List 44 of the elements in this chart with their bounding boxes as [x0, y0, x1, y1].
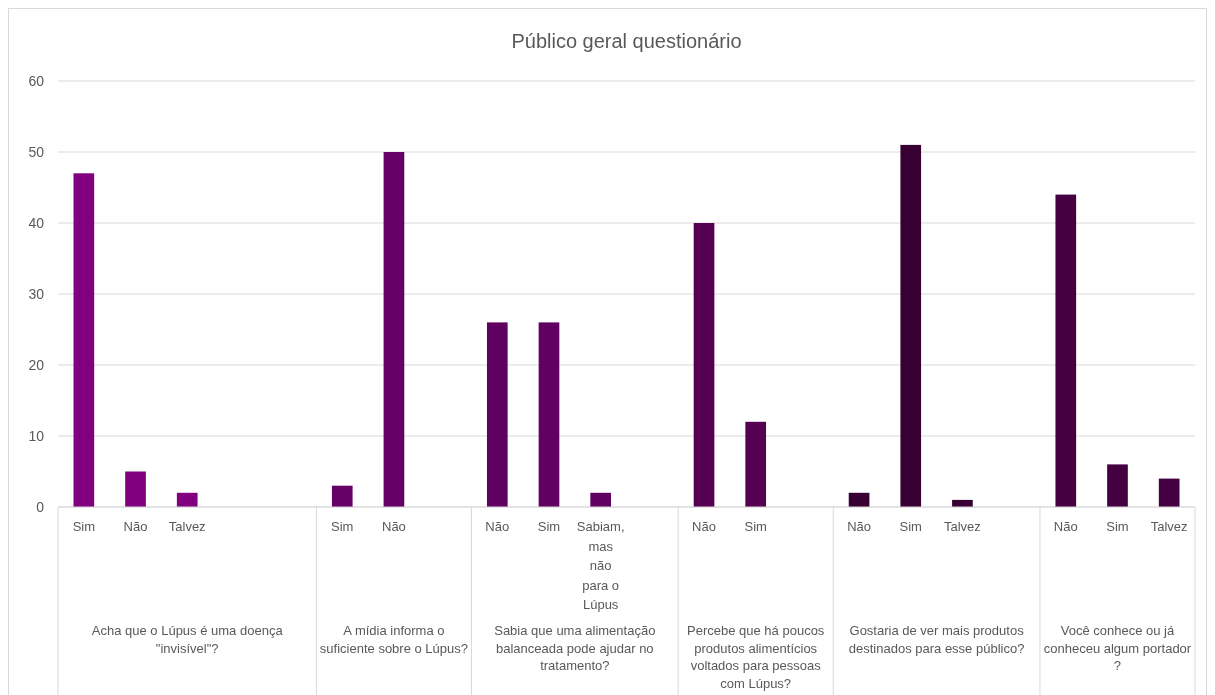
y-tick-label: 50: [28, 144, 45, 160]
text: A mídia informa o suficiente sobre o Lúpus?: [319, 623, 469, 656]
bar: [1055, 194, 1077, 507]
text: Você conhece ou já conheceu algum portador ?: [1043, 623, 1192, 673]
text: Sabia que uma alimentação balanceada pode ajudar no tratamento?: [494, 623, 656, 673]
bar: [590, 492, 611, 507]
bar: [383, 152, 405, 507]
bar: [1107, 464, 1128, 507]
text: Gostaria de ver mais produtos destinados para esse público?: [848, 623, 1025, 656]
chart-title: Público geral questionário: [511, 30, 742, 52]
text: Acha que o Lúpus é uma doença "invisível"?: [91, 623, 284, 656]
x-tick-label: Não: [847, 519, 871, 534]
bar: [693, 223, 715, 507]
y-tick-label: 60: [28, 73, 45, 89]
y-tick-label: 20: [28, 357, 45, 373]
bar: [486, 322, 508, 507]
x-tick-label: Talvez: [944, 519, 981, 534]
x-tick-label: Sim: [72, 519, 96, 534]
bar: [331, 485, 353, 507]
x-tick-label: Sabiam, mas não para o Lúpus: [576, 519, 625, 612]
bar: [73, 173, 95, 507]
y-tick-label: 40: [28, 215, 45, 231]
x-tick-label: Não: [382, 519, 406, 534]
x-tick-label: Não: [485, 519, 510, 534]
x-tick-label: Sim: [537, 519, 561, 534]
x-tick-label: Talvez: [1150, 519, 1188, 534]
bar: [538, 322, 560, 507]
bar: [1158, 478, 1180, 507]
y-tick-label: 10: [28, 428, 45, 444]
x-tick-label: Talvez: [168, 519, 206, 534]
x-tick-label: Sim: [744, 519, 767, 534]
y-tick-label: 0: [36, 499, 45, 515]
x-tick-label: Não: [123, 519, 148, 534]
x-tick-label: Sim: [899, 519, 922, 534]
bar: [745, 421, 767, 507]
bar: [125, 471, 146, 507]
x-tick-label: Não: [1053, 519, 1078, 534]
bar: [900, 144, 922, 507]
y-tick-label: 30: [28, 286, 45, 302]
x-tick-label: Sim: [1106, 519, 1129, 534]
x-tick-label: Sim: [331, 519, 354, 534]
x-tick-label: Não: [692, 519, 716, 534]
bar: [176, 492, 198, 507]
text: Percebe que há poucos produtos alimentícios voltados para pessoas com Lúpus?: [687, 623, 825, 691]
